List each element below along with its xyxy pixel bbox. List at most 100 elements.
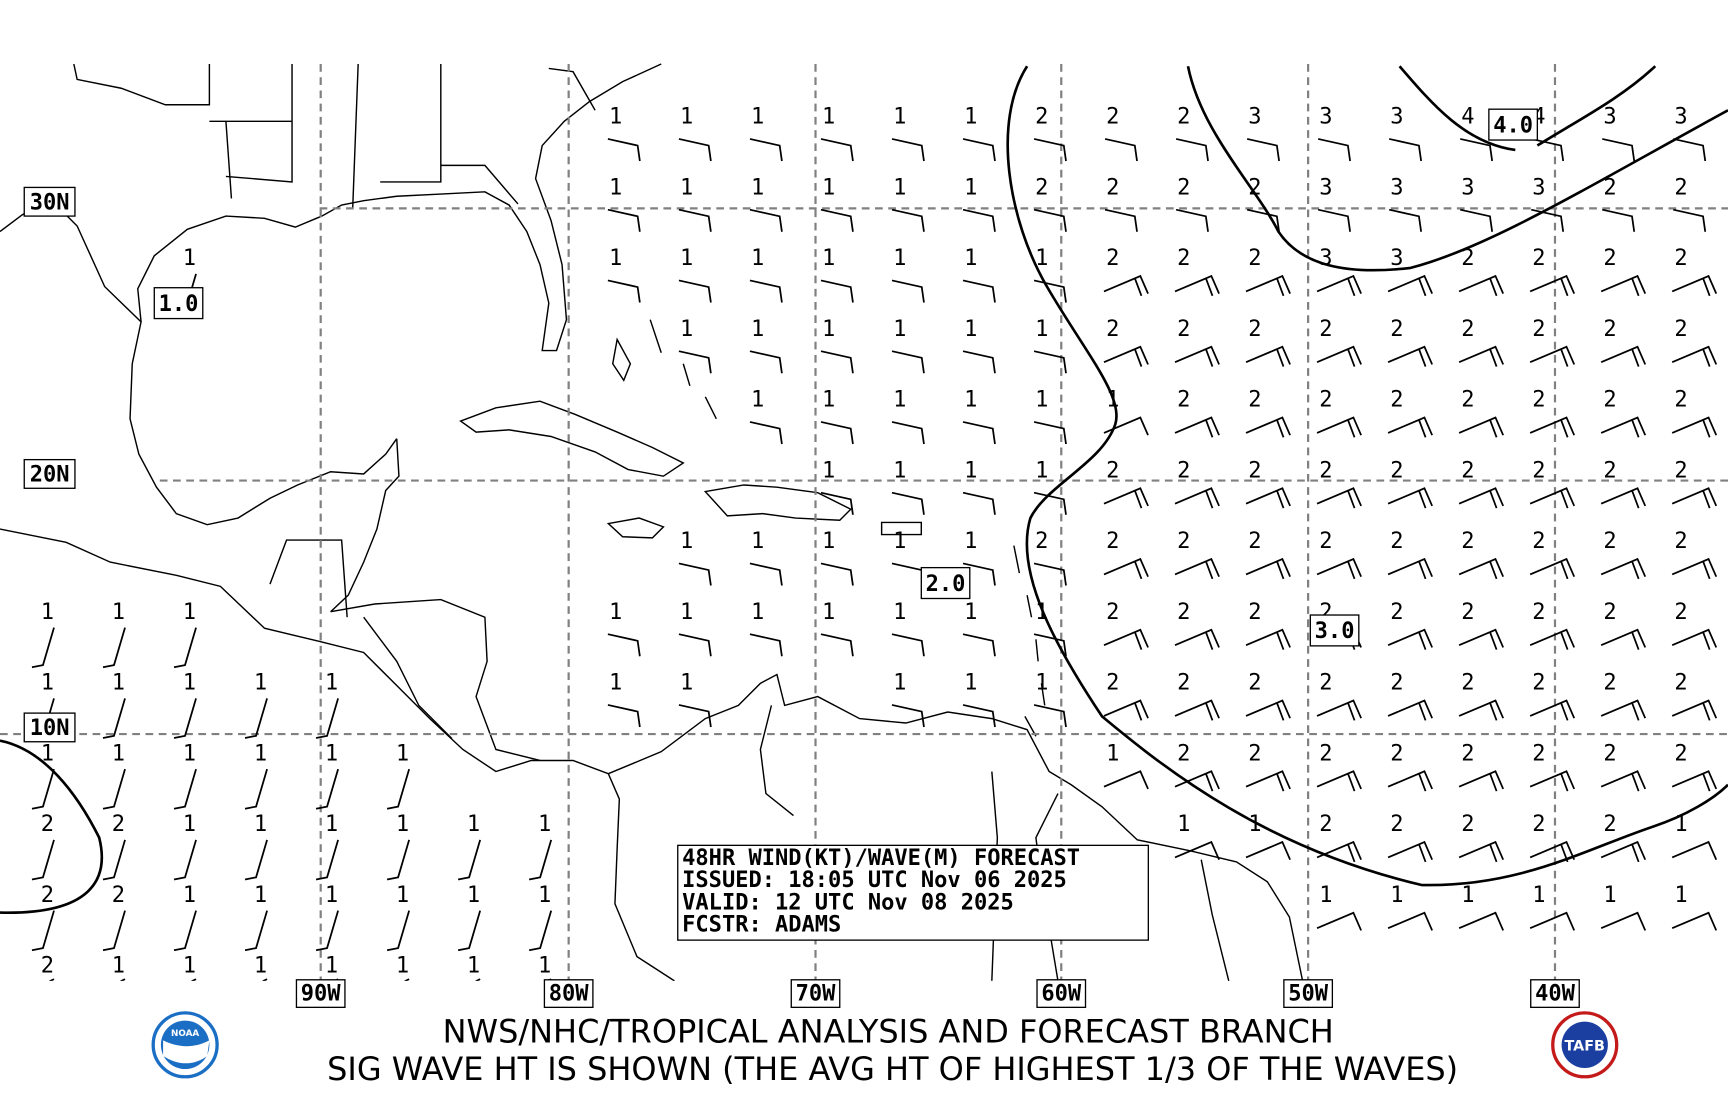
info-forecaster: FCSTR: ADAMS — [682, 912, 841, 937]
wind-barb — [1245, 487, 1291, 509]
wave-height-value: 2 — [1248, 388, 1261, 413]
wind-barb — [1529, 699, 1576, 721]
wave-height-value: 1 — [254, 741, 267, 766]
tafb-logo-text: TAFB — [1565, 1038, 1605, 1054]
wind-barb — [1529, 345, 1576, 367]
wind-barb — [1246, 138, 1280, 162]
wave-height-value: 1 — [822, 105, 835, 130]
wind-barb — [1033, 279, 1067, 303]
wind-barb — [1529, 487, 1576, 509]
wind-barb — [1387, 628, 1433, 650]
wave-height-value: 1 — [1177, 812, 1190, 837]
wind-barb — [1458, 699, 1504, 721]
wind-barb — [1671, 557, 1718, 580]
yucatan-coast — [330, 438, 400, 613]
wind-barb — [1602, 208, 1636, 232]
wave-height-value: 1 — [1603, 883, 1616, 908]
wave-height-value: 1 — [751, 388, 764, 413]
wave-height-value: 2 — [1674, 600, 1687, 625]
wave-height-value: 1 — [1674, 812, 1687, 837]
wave-height-value: 1 — [680, 671, 693, 696]
wind-barb — [962, 562, 996, 586]
wind-barb — [315, 839, 339, 881]
contour-1m — [0, 739, 104, 914]
wave-height-value: 2 — [1532, 812, 1545, 837]
lat-label-10n: 10N — [30, 716, 70, 741]
footer-description: SIG WAVE HT IS SHOWN (THE AVG HT OF HIGH… — [327, 1050, 1458, 1088]
wind-barb — [1458, 487, 1504, 509]
wind-barb — [891, 279, 925, 303]
wave-height-value: 2 — [1177, 741, 1190, 766]
wave-height-value: 1 — [822, 529, 835, 554]
wave-height-value: 1 — [680, 105, 693, 130]
lesser-antilles — [1013, 545, 1046, 737]
wind-barb — [749, 208, 783, 232]
wave-height-value: 1 — [538, 883, 551, 908]
wave-height-value: 2 — [1461, 741, 1474, 766]
wind-barb — [528, 910, 553, 952]
wind-barb — [1245, 628, 1291, 650]
central-america-caribbean-coast — [269, 539, 541, 762]
wind-barb — [1316, 699, 1362, 721]
wind-barb — [962, 350, 996, 374]
wave-height-value: 1 — [254, 883, 267, 908]
contour-label-box — [153, 287, 204, 320]
footer-agency: NWS/NHC/TROPICAL ANALYSIS AND FORECAST B… — [443, 1013, 1334, 1051]
wave-height-value: 1 — [325, 954, 338, 979]
wave-height-value: 1 — [1461, 883, 1474, 908]
wave-height-value: 2 — [1390, 671, 1403, 696]
wind-barb — [1529, 911, 1576, 931]
lon-label-40w: 40W — [1535, 982, 1576, 1007]
wind-barb — [1600, 274, 1647, 297]
wave-height-value: 3 — [1461, 175, 1474, 200]
wind-barb — [1458, 628, 1504, 650]
wave-height-value: 2 — [1532, 388, 1545, 413]
wave-height-value: 3 — [1674, 105, 1687, 130]
wave-height-value: 2 — [1319, 317, 1332, 342]
wind-barb — [31, 839, 55, 881]
wind-barb — [386, 910, 410, 952]
wind-barb — [1033, 704, 1067, 728]
contour-label-box — [920, 566, 971, 600]
wind-barb — [1387, 274, 1433, 297]
wind-barb — [962, 491, 996, 515]
wave-height-value: 2 — [1106, 175, 1119, 200]
lon-label-box — [295, 979, 346, 1009]
wave-height-value: 1 — [893, 671, 906, 696]
wave-height-value: 2 — [1461, 671, 1474, 696]
wave-height-value: 1 — [325, 812, 338, 837]
wind-barb — [102, 698, 126, 739]
wave-height-value: 1 — [964, 317, 977, 342]
wind-barb — [1174, 487, 1220, 509]
wave-height-value: 1 — [183, 954, 196, 979]
wave-height-value: 1 — [112, 600, 125, 625]
wind-barb — [1316, 770, 1362, 792]
wave-height-value: 1 — [1532, 883, 1545, 908]
wind-barb — [1671, 770, 1718, 792]
wave-height-value: 1 — [893, 529, 906, 554]
wind-barb — [1458, 840, 1504, 863]
info-product: 48HR WIND(KT)/WAVE(M) FORECAST — [682, 846, 1080, 871]
wind-barb — [1671, 274, 1718, 297]
wave-height-value: 2 — [1532, 671, 1545, 696]
wave-height-value: 2 — [1106, 529, 1119, 554]
wave-height-value: 2 — [1603, 812, 1616, 837]
wave-height-value: 2 — [41, 883, 54, 908]
wind-barb — [820, 208, 854, 232]
wind-barb — [1316, 557, 1362, 580]
wave-height-value: 2 — [112, 812, 125, 837]
wave-height-value: 3 — [1390, 175, 1403, 200]
wind-barb — [1460, 138, 1494, 162]
wind-barb — [962, 138, 996, 162]
wave-height-value: 2 — [1603, 388, 1616, 413]
wave-height-value: 1 — [396, 812, 409, 837]
wave-height-value: 3 — [1248, 105, 1261, 130]
wind-barb — [820, 633, 854, 657]
us-gulf-coast — [0, 197, 398, 526]
lon-label-90w: 90W — [301, 982, 342, 1007]
wave-height-value: 2 — [1177, 317, 1190, 342]
wave-height-value: 1 — [964, 105, 977, 130]
wind-barb — [173, 839, 197, 881]
wave-height-value: 2 — [1319, 529, 1332, 554]
wind-barb — [1317, 208, 1351, 232]
